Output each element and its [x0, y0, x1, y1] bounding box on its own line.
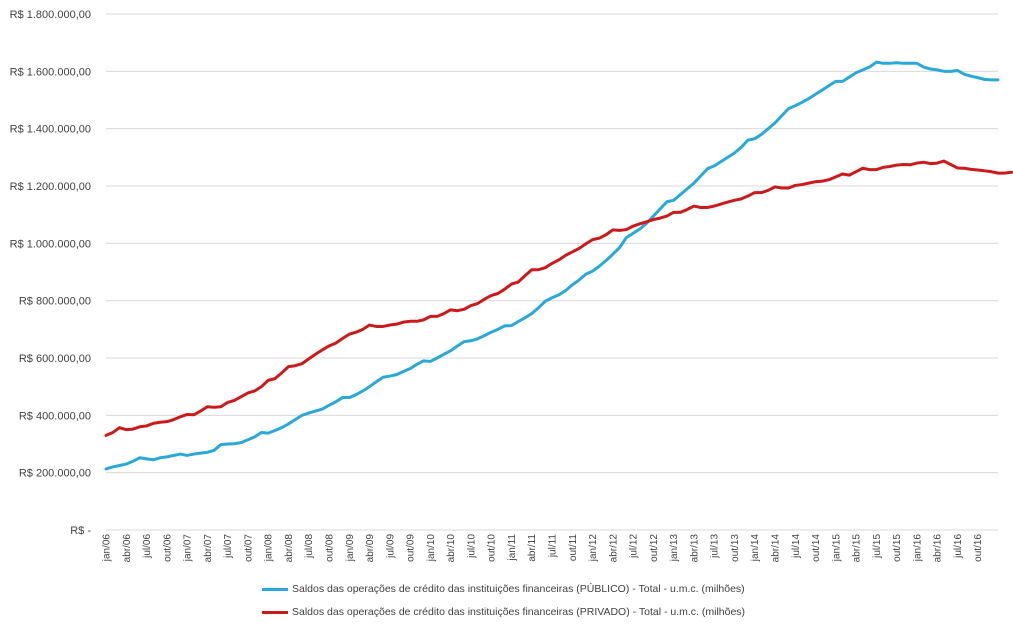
legend-item-publico: Saldos das operações de crédito das inst… [262, 583, 745, 595]
x-tick-label: out/13 [730, 534, 741, 562]
x-tick-label: jan/08 [264, 534, 275, 563]
x-tick-label: jul/12 [629, 534, 640, 559]
series-lines [104, 60, 1013, 471]
x-tick-label: out/07 [243, 534, 254, 562]
x-tick-label: jan/13 [669, 534, 680, 563]
x-tick-label: jan/11 [507, 534, 518, 562]
legend-swatch-publico [262, 587, 288, 591]
x-tick-label: jan/14 [750, 534, 761, 563]
y-tick-label: R$ 1.000.000,00 [10, 238, 91, 250]
x-tick-label: jul/11 [548, 534, 559, 559]
y-tick-label: R$ 200.000,00 [19, 468, 91, 480]
legend-swatch-privado [262, 610, 288, 614]
x-tick-label: out/16 [973, 534, 984, 562]
x-tick-label: jan/06 [102, 534, 113, 563]
y-axis-tick-labels: R$ - R$ 200.000,00 R$ 400.000,00 R$ 600.000… [10, 9, 92, 537]
x-tick-label: jul/09 [385, 534, 396, 559]
x-tick-label: jul/15 [872, 534, 883, 559]
x-tick-label: jan/12 [588, 534, 599, 563]
legend-item-privado: Saldos das operações de crédito das inst… [262, 606, 745, 618]
x-tick-label: out/10 [487, 534, 498, 562]
x-tick-label: abr/06 [122, 534, 133, 563]
x-tick-label: abr/14 [771, 534, 782, 563]
x-tick-label: abr/07 [203, 534, 214, 563]
x-tick-label: abr/15 [852, 534, 863, 563]
x-tick-label: out/14 [811, 534, 822, 562]
x-tick-label: jul/06 [142, 534, 153, 559]
x-tick-label: abr/13 [689, 534, 700, 563]
x-tick-label: jan/07 [183, 534, 194, 563]
x-tick-label: jul/08 [304, 534, 315, 559]
x-tick-label: jul/10 [466, 534, 477, 559]
y-tick-label: R$ 600.000,00 [19, 353, 91, 365]
x-tick-label: jul/13 [710, 534, 721, 559]
y-tick-label: R$ 800.000,00 [19, 296, 91, 308]
x-tick-label: out/11 [568, 534, 579, 561]
x-tick-label: out/15 [892, 534, 903, 562]
x-tick-label: out/06 [162, 534, 173, 562]
gridlines [106, 13, 998, 474]
y-tick-label: R$ 1.600.000,00 [10, 66, 91, 78]
x-tick-label: abr/09 [365, 534, 376, 563]
y-tick-label: R$ 1.200.000,00 [10, 181, 91, 193]
y-tick-label: R$ - [70, 525, 91, 537]
x-tick-label: jul/07 [223, 534, 234, 559]
legend-label-publico: Saldos das operações de crédito das inst… [292, 583, 745, 595]
x-tick-label: jan/15 [831, 534, 842, 563]
series-line-publico [104, 60, 1000, 471]
x-axis-tick-labels: jan/06 abr/06 jul/06 out/06 jan/07 abr/07 jul/… [102, 534, 985, 563]
x-tick-label: abr/10 [446, 534, 457, 563]
x-tick-label: jul/16 [953, 534, 964, 559]
series-line-privado [104, 159, 1013, 437]
x-tick-label: abr/08 [284, 534, 295, 563]
x-tick-label: abr/12 [608, 534, 619, 563]
x-tick-label: abr/16 [933, 534, 944, 563]
y-tick-label: R$ 400.000,00 [19, 410, 91, 422]
x-tick-label: jan/10 [426, 534, 437, 563]
x-tick-label: jul/14 [791, 534, 802, 559]
y-tick-label: R$ 1.400.000,00 [10, 124, 91, 136]
x-tick-label: abr/11 [527, 534, 538, 562]
legend-label-privado: Saldos das operações de crédito das inst… [292, 606, 746, 618]
y-tick-label: R$ 1.800.000,00 [10, 9, 91, 21]
x-tick-label: jan/09 [345, 534, 356, 563]
x-tick-label: jan/16 [912, 534, 923, 563]
x-tick-label: out/08 [325, 534, 336, 562]
x-tick-label: out/12 [649, 534, 660, 562]
x-tick-label: out/09 [406, 534, 417, 562]
